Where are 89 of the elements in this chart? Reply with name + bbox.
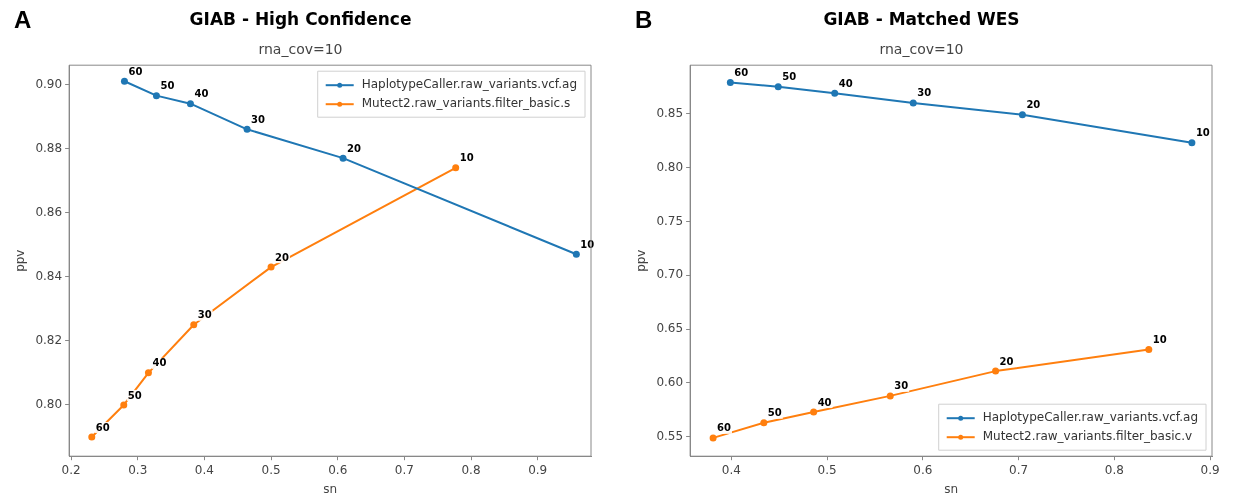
annotation: 20 xyxy=(999,355,1014,367)
x-tick-label: 0.6 xyxy=(328,462,348,477)
x-tick-label: 0.5 xyxy=(261,462,281,477)
point xyxy=(267,263,275,271)
annotation: 20 xyxy=(347,142,362,154)
legend-label: HaplotypeCaller.raw_variants.vcf.ag xyxy=(361,77,577,92)
x-tick-label: 0.7 xyxy=(1009,462,1029,477)
annotation: 60 xyxy=(717,422,732,434)
annotation: 20 xyxy=(1026,99,1041,111)
annotation: 40 xyxy=(152,357,167,369)
annotation: 50 xyxy=(127,389,142,401)
x-tick-label: 0.6 xyxy=(913,462,933,477)
annotation: 10 xyxy=(1152,334,1167,346)
point xyxy=(760,419,768,427)
annotation: 50 xyxy=(160,80,175,92)
point xyxy=(144,369,152,377)
point xyxy=(339,154,347,162)
y-tick-label: 0.80 xyxy=(656,159,684,174)
x-tick-label: 0.8 xyxy=(1104,462,1124,477)
y-tick-label: 0.82 xyxy=(35,332,63,347)
y-tick-label: 0.88 xyxy=(35,140,63,155)
point xyxy=(572,250,580,258)
x-axis-title: sn xyxy=(944,481,958,496)
x-tick-label: 0.7 xyxy=(394,462,414,477)
x-axis-title: sn xyxy=(323,481,337,496)
y-tick-label: 0.60 xyxy=(656,375,684,390)
x-tick-label: 0.4 xyxy=(194,462,214,477)
text: B xyxy=(635,6,653,34)
x-tick-label: 0.8 xyxy=(461,462,481,477)
annotation: 30 xyxy=(197,309,212,321)
point xyxy=(810,408,818,416)
text: A xyxy=(14,6,32,34)
point xyxy=(1018,111,1026,119)
annotation: 50 xyxy=(767,407,782,419)
y-tick-label: 0.90 xyxy=(35,76,63,91)
point xyxy=(120,401,128,409)
annotation: 60 xyxy=(128,65,143,77)
point xyxy=(726,78,734,86)
annotation: 10 xyxy=(459,152,474,164)
point xyxy=(909,99,917,107)
x-tick-label: 0.9 xyxy=(1200,462,1220,477)
point xyxy=(1145,346,1153,354)
chart-title: GIAB - High Confidence xyxy=(189,8,412,29)
annotation: 30 xyxy=(251,113,266,125)
chart-subtitle: rna_cov=10 xyxy=(879,41,964,58)
y-tick-label: 0.65 xyxy=(656,321,684,336)
legend-label: Mutect2.raw_variants.filter_basic.s xyxy=(361,96,571,111)
x-tick-label: 0.5 xyxy=(817,462,837,477)
point xyxy=(186,100,194,108)
x-tick-label: 0.4 xyxy=(721,462,741,477)
y-tick-label: 0.55 xyxy=(656,428,684,443)
annotation: 10 xyxy=(580,238,595,250)
chart-subtitle: rna_cov=10 xyxy=(258,41,343,58)
annotation: 60 xyxy=(95,421,110,433)
annotation: 40 xyxy=(194,88,209,100)
point xyxy=(190,321,198,329)
annotation: 30 xyxy=(894,380,909,392)
y-tick-label: 0.70 xyxy=(656,267,684,282)
y-tick-label: 0.86 xyxy=(35,204,63,219)
point xyxy=(452,164,460,172)
y-tick-label: 0.85 xyxy=(656,105,684,120)
point xyxy=(243,125,251,133)
legend-label: Mutect2.raw_variants.filter_basic.v xyxy=(982,429,1193,444)
legend-label: HaplotypeCaller.raw_variants.vcf.ag xyxy=(982,410,1198,425)
point xyxy=(992,367,1000,375)
x-tick-label: 0.3 xyxy=(128,462,148,477)
point xyxy=(1188,139,1196,147)
chart-title: GIAB - Matched WES xyxy=(823,8,1020,29)
annotation: 10 xyxy=(1195,127,1210,139)
point xyxy=(152,92,160,100)
x-tick-label: 0.2 xyxy=(61,462,81,477)
point xyxy=(120,77,128,85)
y-axis-title: ppv xyxy=(634,249,649,272)
y-axis-title: ppv xyxy=(13,249,28,272)
annotation: 40 xyxy=(838,77,853,89)
x-tick-label: 0.9 xyxy=(528,462,548,477)
point xyxy=(88,433,96,441)
annotation: 50 xyxy=(782,71,797,83)
point xyxy=(886,392,894,400)
point xyxy=(774,83,782,91)
annotation: 20 xyxy=(275,251,290,263)
y-tick-label: 0.80 xyxy=(35,397,63,412)
point xyxy=(831,89,839,97)
annotation: 60 xyxy=(734,67,749,79)
point xyxy=(709,434,717,442)
y-tick-label: 0.84 xyxy=(35,268,63,283)
annotation: 30 xyxy=(917,87,932,99)
annotation: 40 xyxy=(817,396,832,408)
y-tick-label: 0.75 xyxy=(656,213,684,228)
